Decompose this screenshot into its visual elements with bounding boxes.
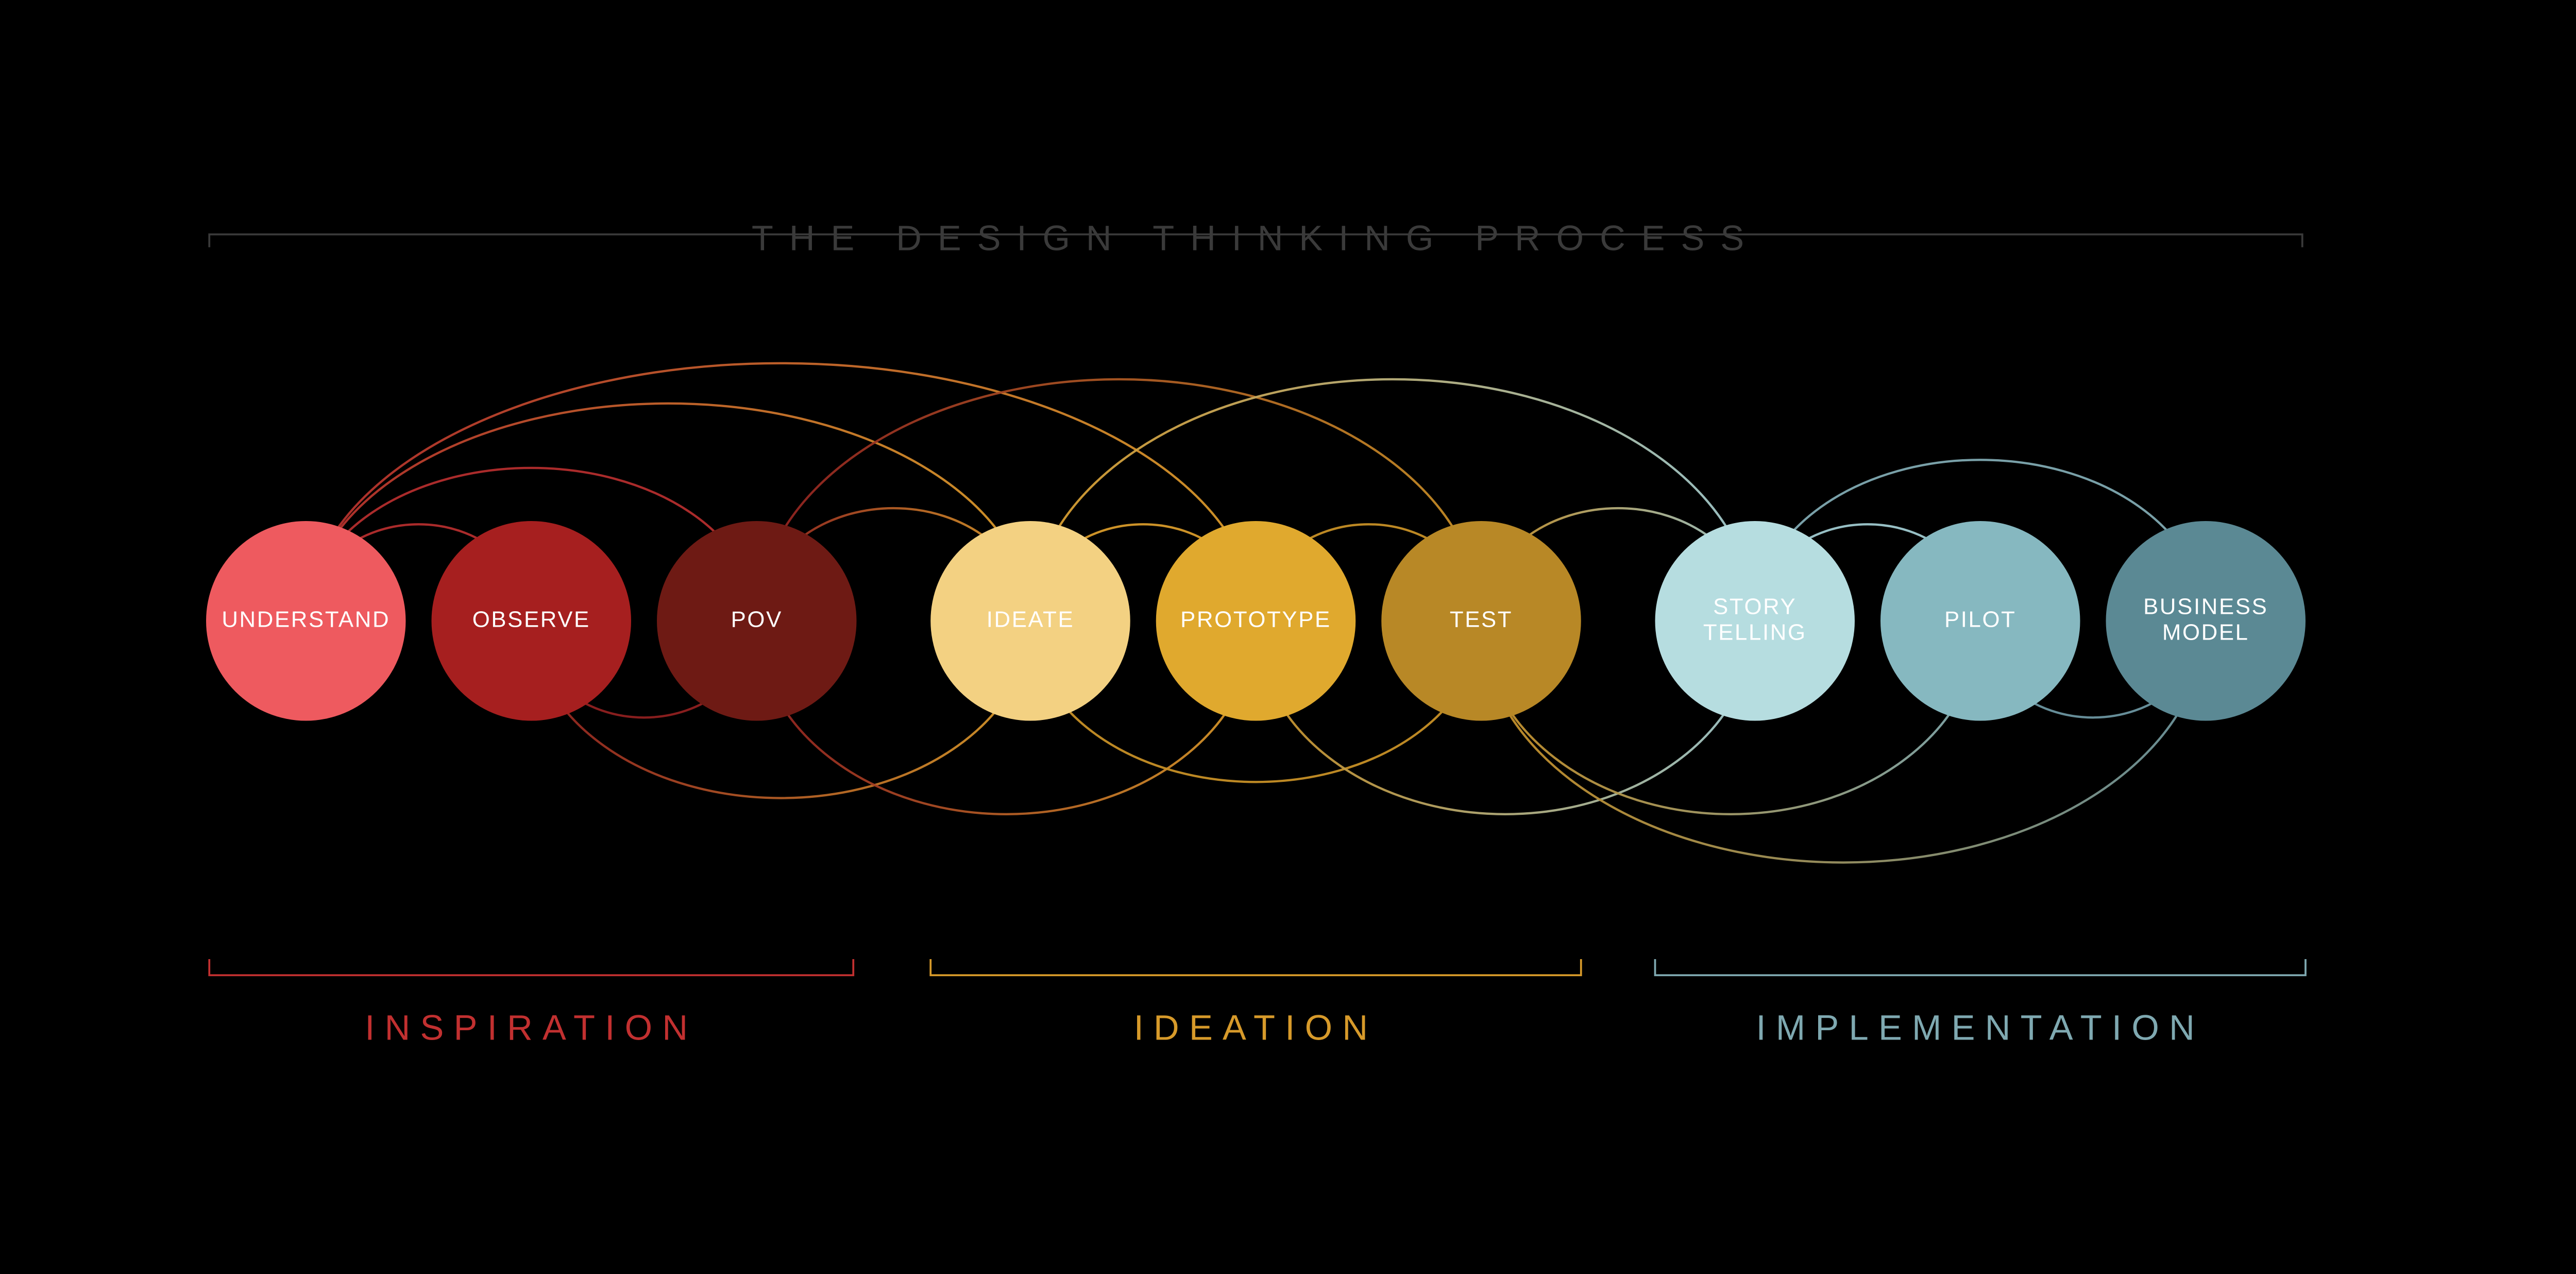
node-bizmodel-label: MODEL bbox=[2162, 619, 2249, 645]
node-story-label: TELLING bbox=[1703, 619, 1807, 645]
node-observe: OBSERVE bbox=[432, 521, 632, 721]
node-pilot: PILOT bbox=[1880, 521, 2080, 721]
node-bizmodel-label: BUSINESS bbox=[2143, 594, 2268, 619]
node-prototype-label: PROTOTYPE bbox=[1180, 607, 1331, 632]
node-test: TEST bbox=[1381, 521, 1581, 721]
node-pov: POV bbox=[657, 521, 857, 721]
node-story: STORYTELLING bbox=[1655, 521, 1855, 721]
node-understand-label: UNDERSTAND bbox=[222, 607, 390, 632]
design-thinking-diagram: THE DESIGN THINKING PROCESS UNDERSTAND OBS… bbox=[0, 0, 2576, 1274]
phase-label-ideation: IDEATION bbox=[1134, 1008, 1378, 1047]
node-pilot-label: PILOT bbox=[1944, 607, 2016, 632]
node-pov-label: POV bbox=[731, 607, 783, 632]
node-test-label: TEST bbox=[1450, 607, 1513, 632]
node-ideate: IDEATE bbox=[930, 521, 1130, 721]
phase-label-inspiration: INSPIRATION bbox=[365, 1008, 698, 1047]
node-ideate-label: IDEATE bbox=[987, 607, 1075, 632]
node-understand: UNDERSTAND bbox=[206, 521, 406, 721]
phase-label-implementation: IMPLEMENTATION bbox=[1756, 1008, 2205, 1047]
node-observe-label: OBSERVE bbox=[472, 607, 590, 632]
node-story-label: STORY bbox=[1713, 594, 1797, 619]
diagram-title: THE DESIGN THINKING PROCESS bbox=[752, 218, 1760, 258]
node-bizmodel: BUSINESSMODEL bbox=[2106, 521, 2306, 721]
node-prototype: PROTOTYPE bbox=[1156, 521, 1356, 721]
nodes-group: UNDERSTAND OBSERVE POV IDEATE PROTOTYPE TEST S… bbox=[206, 521, 2306, 721]
